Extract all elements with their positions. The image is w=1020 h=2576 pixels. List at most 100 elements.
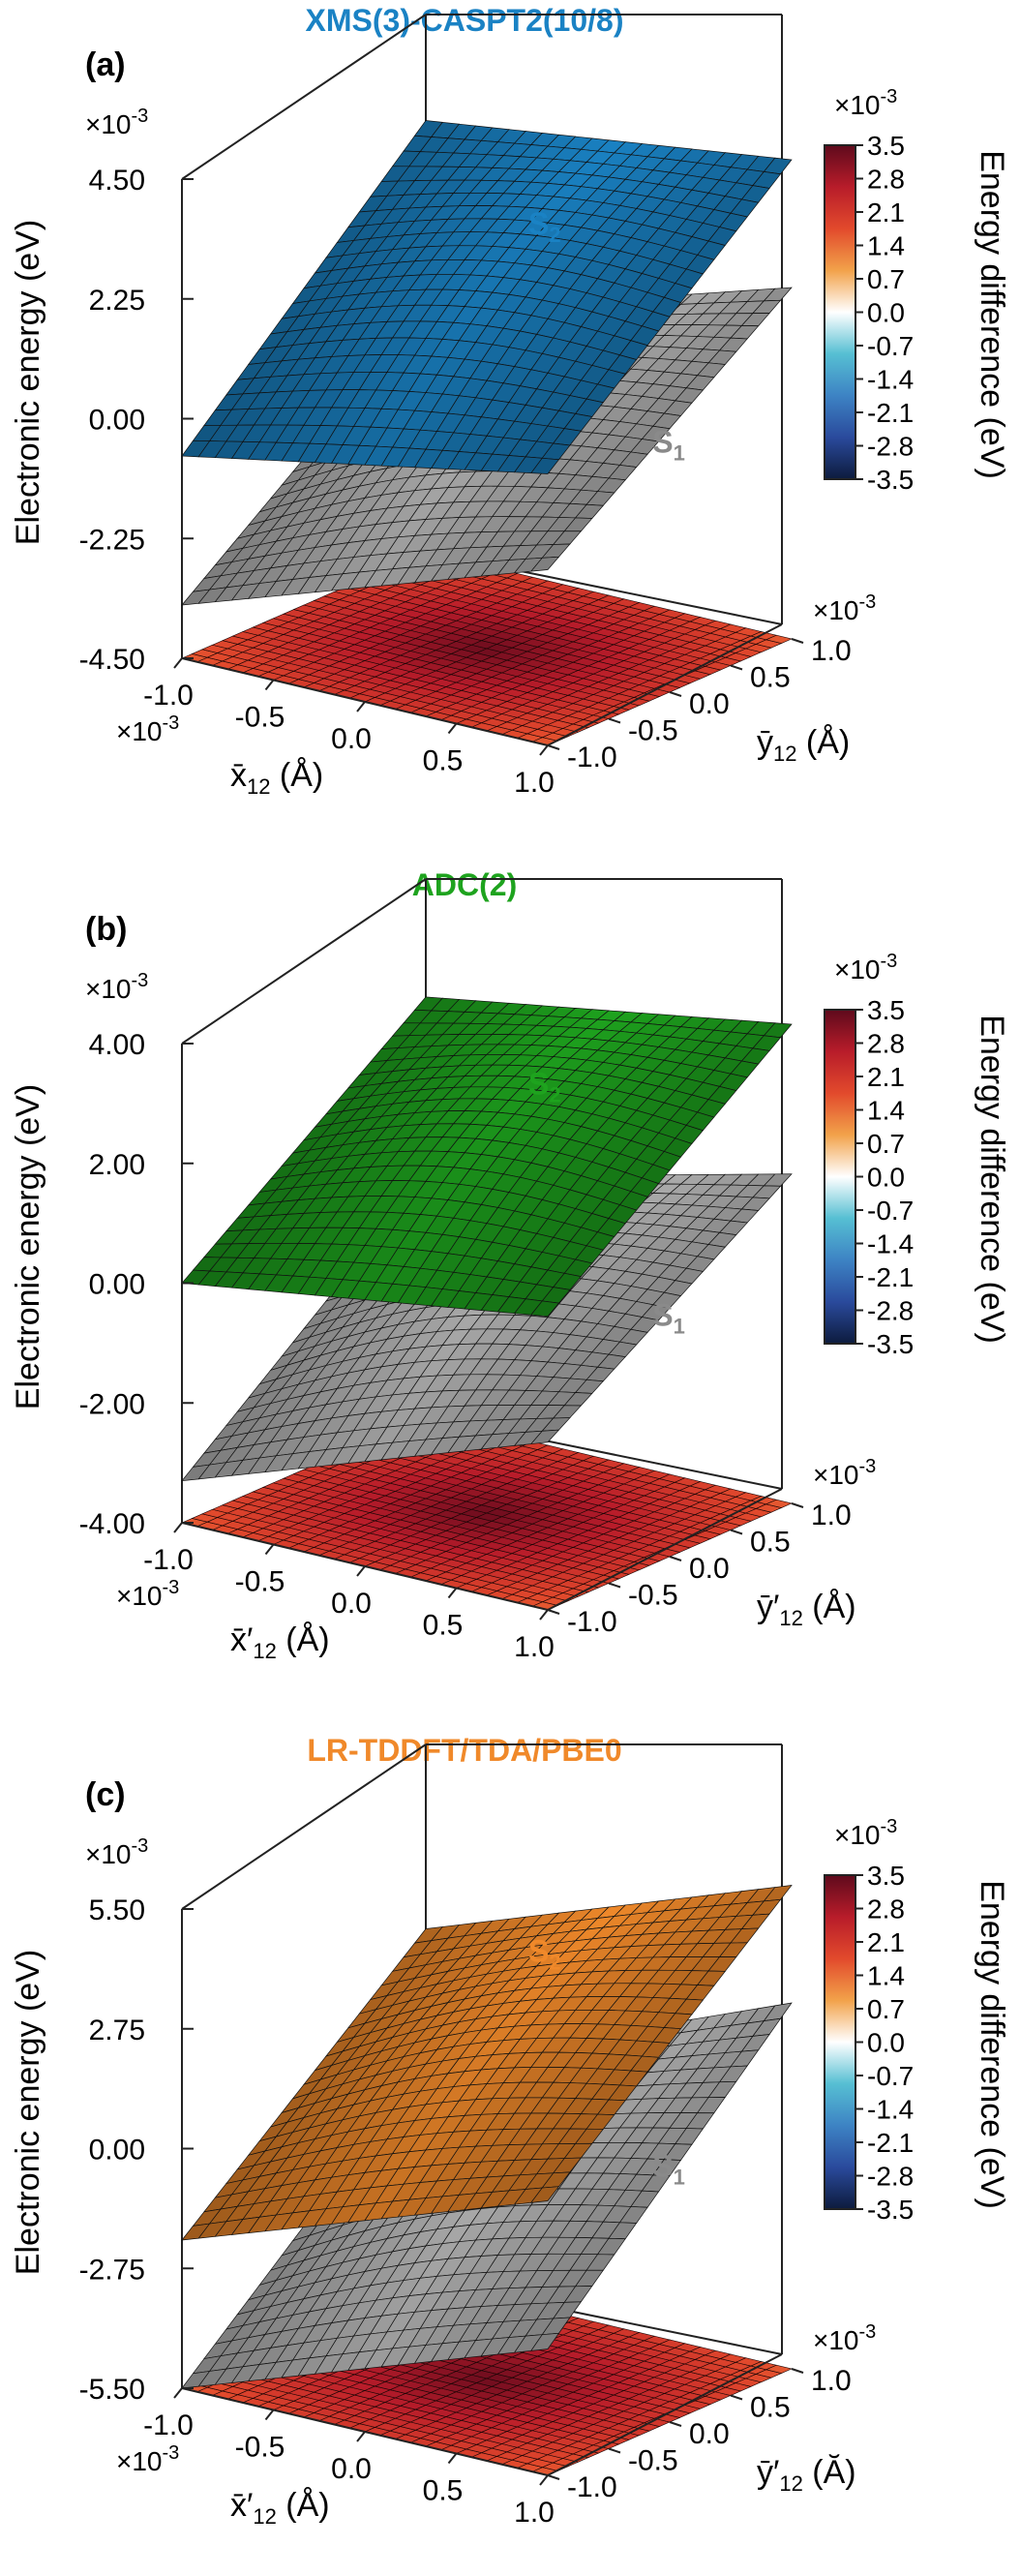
x-multiplier: ×10-3 xyxy=(116,712,179,746)
colorbar-tick-label: -1.4 xyxy=(867,365,914,395)
z-axis-ticks: 4.502.250.00-2.25-4.50 xyxy=(79,165,194,676)
colorbar-tick-label: -0.7 xyxy=(867,2061,914,2091)
y-tick-label: 0.5 xyxy=(750,662,791,694)
y-tick-label: -1.0 xyxy=(567,1606,617,1638)
x-tick-label: 1.0 xyxy=(514,767,555,799)
x-tick-mark xyxy=(264,679,275,691)
colorbar-tick-label: 0.0 xyxy=(867,298,905,328)
x-tick-mark xyxy=(173,2387,183,2399)
x-tick-mark xyxy=(447,722,458,735)
difference-heatmap xyxy=(181,1415,793,1611)
panel-title: ADC(2) xyxy=(412,867,517,902)
x-tick-label: 1.0 xyxy=(514,1631,555,1663)
colorbar-tick-label: -1.4 xyxy=(867,1229,914,1259)
x-tick-mark xyxy=(356,701,366,712)
colorbar-tick-label: 1.4 xyxy=(867,1096,905,1126)
z-tick-label: 4.00 xyxy=(89,1029,145,1061)
colorbar-tick-label: 2.1 xyxy=(867,1927,905,1957)
colorbar-gradient xyxy=(824,144,856,480)
y-tick-label: -0.5 xyxy=(628,1580,678,1612)
top-left-edge xyxy=(181,878,427,1045)
colorbar-tick-label: 0.0 xyxy=(867,1163,905,1193)
x-tick-label: 0.5 xyxy=(423,745,464,777)
x-tick-label: 0.0 xyxy=(331,1588,372,1620)
y-tick-label: -0.5 xyxy=(628,715,678,747)
y-tick-label: 1.0 xyxy=(811,635,852,667)
top-left-edge xyxy=(181,1743,427,1910)
x-tick-mark xyxy=(539,2474,549,2486)
y-tick-label: 1.0 xyxy=(811,2365,852,2397)
panel-title: XMS(3)-CASPT2(10/8) xyxy=(306,3,624,38)
colorbar-tick-label: -2.1 xyxy=(867,2128,914,2158)
colorbar-tick-label: 3.5 xyxy=(867,995,905,1025)
x-tick-mark xyxy=(447,2452,458,2465)
y-tick-mark xyxy=(547,744,560,750)
x-tick-label: -1.0 xyxy=(143,2409,194,2441)
y-tick-mark xyxy=(608,1582,621,1589)
x-tick-label: 0.0 xyxy=(331,2453,372,2485)
y-tick-mark xyxy=(791,638,804,644)
colorbar: 3.52.82.11.40.70.0-0.7-1.4-2.1-2.8-3.5×1… xyxy=(824,86,1010,495)
y-tick-mark xyxy=(547,1609,560,1615)
x-tick-mark xyxy=(539,1609,549,1621)
z-multiplier: ×10-3 xyxy=(85,1835,148,1869)
z-tick-label: 0.00 xyxy=(89,1269,145,1301)
z-tick-label: 4.50 xyxy=(89,165,145,197)
s1-label: S1 xyxy=(652,1297,685,1338)
z-axis-label: Electronic energy (eV) xyxy=(10,1084,46,1409)
y-tick-label: -0.5 xyxy=(628,2445,678,2477)
y-tick-label: 0.0 xyxy=(689,688,730,720)
x-tick-mark xyxy=(173,657,183,669)
z-axis-label: Electronic energy (eV) xyxy=(10,220,46,545)
colorbar-tick-label: -2.1 xyxy=(867,398,914,428)
x-axis-label: x̄′12 (Å) xyxy=(230,2487,330,2529)
colorbar: 3.52.82.11.40.70.0-0.7-1.4-2.1-2.8-3.5×1… xyxy=(824,1816,1010,2225)
colorbar-tick-label: 0.0 xyxy=(867,2028,905,2058)
colorbar-multiplier: ×10-3 xyxy=(834,86,897,120)
colorbar-label: Energy difference (eV) xyxy=(974,150,1010,479)
y-axis-label: ȳ′12 (Ă) xyxy=(757,2454,856,2496)
colorbar-tick-label: -3.5 xyxy=(867,465,914,495)
y-tick-mark xyxy=(730,2394,743,2401)
z-tick-label: -2.75 xyxy=(79,2254,145,2286)
x-tick-mark xyxy=(264,1543,275,1556)
y-axis-ticks: -1.0-0.50.00.51.0 xyxy=(547,635,852,773)
z-tick-label: 2.75 xyxy=(89,2015,145,2046)
colorbar-tick-label: -3.5 xyxy=(867,1329,914,1359)
x-axis-label: x̄′12 (Å) xyxy=(230,1621,330,1663)
colorbar-tick-label: 1.4 xyxy=(867,1961,905,1991)
y-tick-mark xyxy=(669,1556,682,1561)
y-axis-label: ȳ12 (Å) xyxy=(757,724,850,766)
x-tick-label: 0.0 xyxy=(331,723,372,755)
colorbar-gradient xyxy=(824,1874,856,2210)
x-multiplier: ×10-3 xyxy=(116,2442,179,2476)
y-multiplier: ×10-3 xyxy=(813,1456,876,1490)
surface-cell xyxy=(530,457,560,474)
panel-3: LR-TDDFT/TDA/PBE0(c)S2S15.502.750.00-2.7… xyxy=(10,1733,1010,2529)
y-axis-label: ȳ′12 (Å) xyxy=(757,1589,856,1630)
x-tick-mark xyxy=(539,744,549,756)
panel-title: LR-TDDFT/TDA/PBE0 xyxy=(307,1733,621,1768)
z-tick-label: 0.00 xyxy=(89,405,145,437)
colorbar-tick-label: -1.4 xyxy=(867,2095,914,2125)
y-tick-mark xyxy=(730,1529,743,1535)
y-tick-mark xyxy=(608,717,621,724)
z-tick-label: -4.00 xyxy=(79,1508,145,1540)
z-axis-label: Electronic energy (eV) xyxy=(10,1950,46,2275)
z-multiplier: ×10-3 xyxy=(85,106,148,139)
s2-label: S2 xyxy=(528,206,561,247)
panel-1: XMS(3)-CASPT2(10/8)(a)S2S14.502.250.00-2… xyxy=(10,3,1010,799)
y-multiplier: ×10-3 xyxy=(813,591,876,625)
colorbar-tick-label: 2.8 xyxy=(867,1029,905,1059)
z-multiplier: ×10-3 xyxy=(85,970,148,1004)
panel-2: ADC(2)(b)S2S14.002.000.00-2.00-4.00×10-3… xyxy=(10,867,1010,1663)
x-tick-label: 0.5 xyxy=(423,1610,464,1642)
colorbar-gradient xyxy=(824,1009,856,1345)
z-tick-label: -4.50 xyxy=(79,644,145,676)
panel-label: (a) xyxy=(85,46,126,83)
colorbar-tick-label: -0.7 xyxy=(867,331,914,361)
colorbar-label: Energy difference (eV) xyxy=(974,1880,1010,2209)
y-tick-mark xyxy=(547,2474,560,2480)
x-tick-label: -0.5 xyxy=(235,702,285,734)
